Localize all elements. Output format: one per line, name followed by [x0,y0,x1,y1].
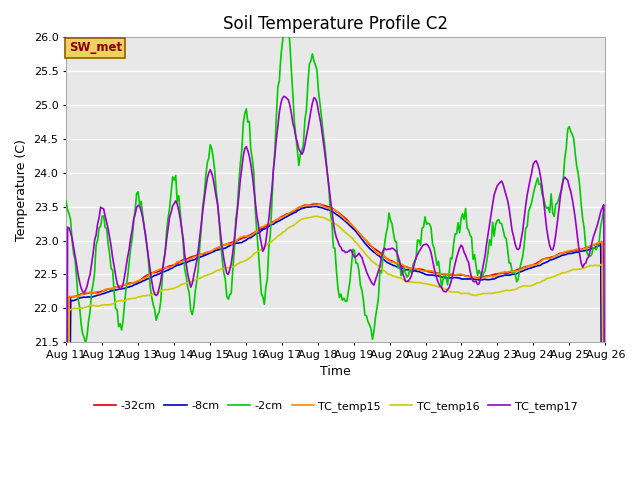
-8cm [241,238,248,244]
-2cm [574,171,582,177]
Text: SW_met: SW_met [68,41,122,54]
Line: -32cm: -32cm [66,204,605,480]
TC_temp15 [314,202,322,207]
-32cm [298,204,306,210]
-8cm [312,204,319,209]
-32cm [128,280,136,286]
TC_temp15 [223,241,230,247]
-2cm [252,208,259,214]
Y-axis label: Temperature (C): Temperature (C) [15,139,28,240]
-8cm [223,244,230,250]
TC_temp16 [250,251,258,257]
TC_temp17 [300,149,307,155]
TC_temp17 [241,146,248,152]
TC_temp17 [573,228,580,233]
-8cm [250,233,258,239]
-8cm [128,283,136,289]
-2cm [225,296,232,302]
TC_temp15 [250,231,258,237]
Line: -8cm: -8cm [66,206,605,480]
-2cm [243,106,250,112]
TC_temp16 [313,214,321,219]
TC_temp16 [241,258,248,264]
Line: TC_temp15: TC_temp15 [66,204,605,480]
-8cm [573,249,580,255]
-2cm [82,340,90,346]
Line: -2cm: -2cm [66,25,605,343]
TC_temp15 [298,203,306,209]
-2cm [602,208,609,214]
TC_temp15 [573,246,580,252]
-2cm [301,117,308,123]
-2cm [62,198,70,204]
TC_temp16 [298,216,306,222]
-2cm [130,219,138,225]
TC_temp17 [128,227,136,233]
-8cm [298,205,306,211]
TC_temp16 [128,296,136,301]
Line: TC_temp17: TC_temp17 [66,96,605,480]
Line: TC_temp16: TC_temp16 [66,216,605,480]
TC_temp15 [128,280,136,286]
-32cm [223,241,230,247]
TC_temp17 [250,185,258,191]
-2cm [285,23,292,28]
-32cm [241,235,248,240]
-32cm [313,201,321,207]
TC_temp16 [223,264,230,270]
TC_temp16 [573,266,580,272]
TC_temp17 [280,94,288,99]
Title: Soil Temperature Profile C2: Soil Temperature Profile C2 [223,15,448,33]
Legend: -32cm, -8cm, -2cm, TC_temp15, TC_temp16, TC_temp17: -32cm, -8cm, -2cm, TC_temp15, TC_temp16,… [90,396,582,416]
TC_temp15 [241,233,248,239]
-32cm [250,230,258,236]
TC_temp17 [223,270,230,276]
X-axis label: Time: Time [320,365,351,378]
-32cm [573,247,580,253]
